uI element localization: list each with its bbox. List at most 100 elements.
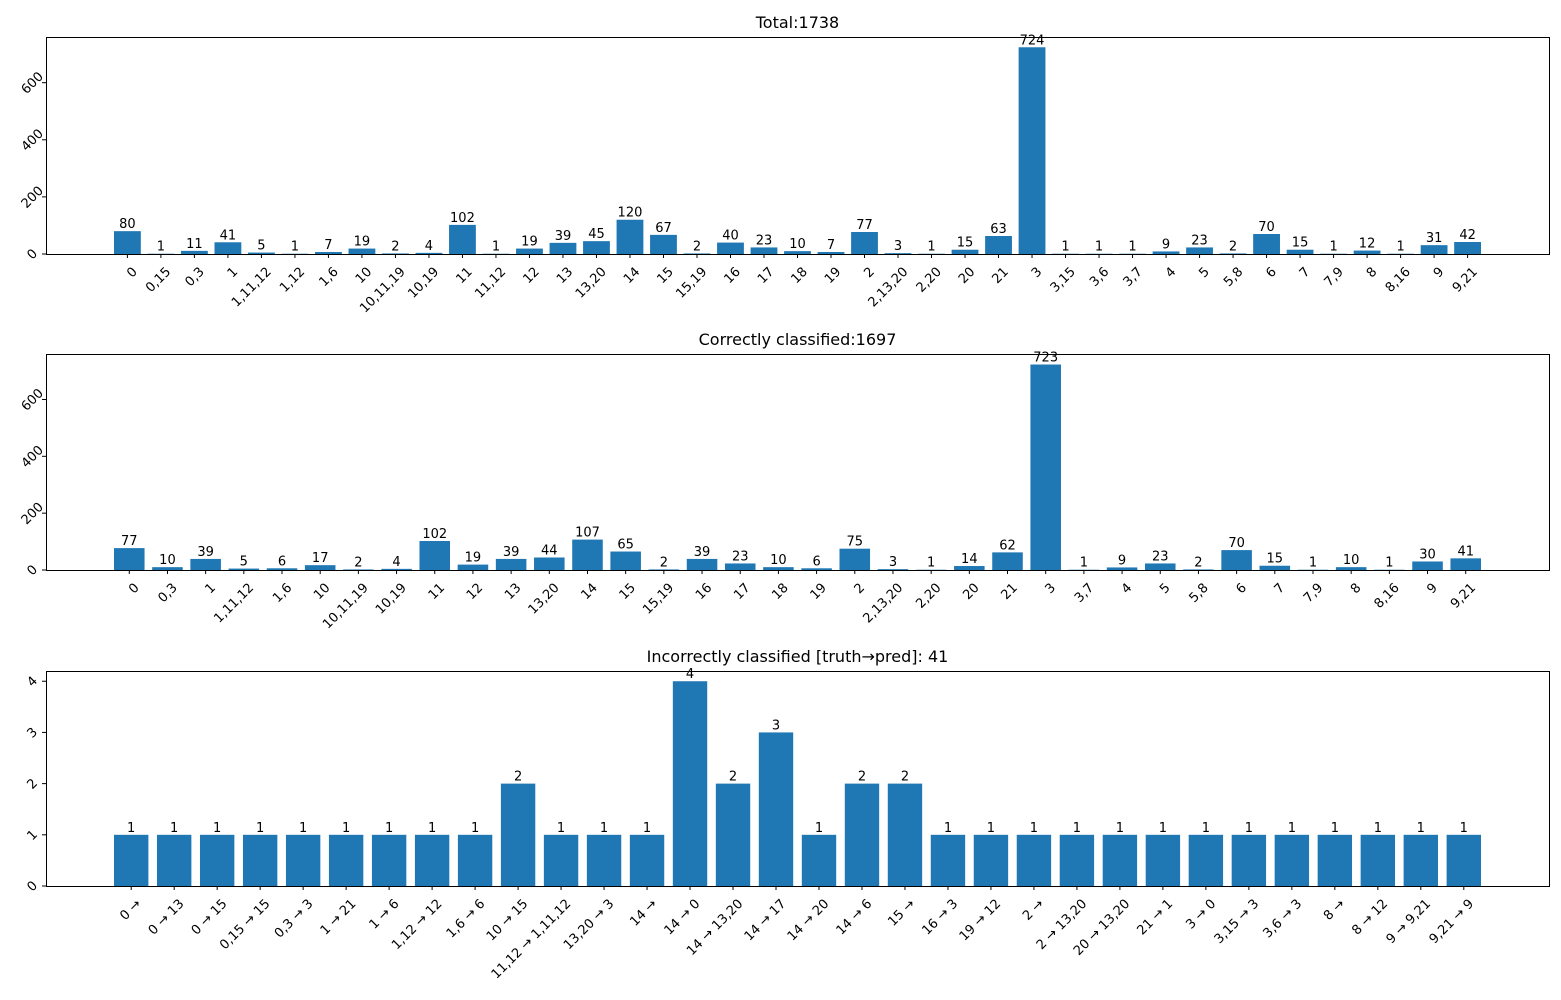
- bar: [495, 558, 527, 570]
- data-label: 6: [812, 554, 820, 569]
- data-label: 1: [643, 821, 651, 836]
- bar: [248, 252, 275, 254]
- x-tick-label: 1,11,12: [211, 581, 257, 627]
- bar: [839, 548, 871, 570]
- x-tick-label: 13,20: [573, 265, 610, 302]
- x-tick-label: 17: [731, 581, 753, 603]
- bar: [381, 568, 412, 570]
- chart-title: Correctly classified:1697: [699, 330, 897, 349]
- data-label: 1: [291, 240, 299, 255]
- bar: [650, 234, 677, 254]
- x-tick-label: 0 → 13: [146, 897, 188, 939]
- data-label: 1: [342, 821, 350, 836]
- bar: [1403, 834, 1439, 886]
- x-tick-label: 1 → 21: [318, 897, 360, 939]
- bar: [1016, 834, 1052, 886]
- x-tick-label: 21: [998, 581, 1020, 603]
- chart-title: Total:1738: [755, 13, 839, 32]
- x-tick-label: 18: [769, 581, 791, 603]
- bar: [1152, 251, 1180, 254]
- data-label: 12: [1359, 237, 1376, 252]
- data-label: 75: [847, 535, 864, 550]
- bar: [1317, 834, 1353, 886]
- data-label: 1: [213, 821, 221, 836]
- data-label: 1: [927, 556, 935, 571]
- bar: [583, 241, 610, 254]
- data-label: 23: [756, 233, 773, 248]
- data-label: 42: [1459, 228, 1476, 243]
- bar: [1360, 834, 1396, 886]
- y-tick-label: 4: [25, 674, 41, 690]
- x-tick-label: 16: [721, 265, 743, 287]
- x-tick-label: 14 → 17: [742, 897, 790, 945]
- y-tick-label: 2: [25, 776, 41, 792]
- x-tick-label: 9: [1424, 581, 1440, 597]
- bar: [648, 569, 680, 570]
- bar: [784, 251, 811, 254]
- x-tick-label: 19: [808, 581, 830, 603]
- x-tick-label: 2: [852, 581, 868, 597]
- bar: [1188, 834, 1224, 886]
- x-tick-label: 2 →: [1020, 897, 1047, 924]
- data-label: 67: [655, 221, 672, 236]
- data-label: 1: [1288, 821, 1296, 836]
- bar: [629, 834, 665, 886]
- data-label: 39: [503, 545, 520, 560]
- x-tick-label: 2,13,20: [861, 581, 907, 627]
- data-label: 1: [1073, 821, 1081, 836]
- data-label: 30: [1419, 547, 1436, 562]
- chart-incorrectly-classified: Incorrectly classified [truth→pred]: 41 …: [25, 647, 1550, 982]
- bar: [724, 563, 756, 570]
- bar: [1274, 834, 1310, 886]
- bar: [457, 564, 489, 570]
- x-tick-label: 20: [956, 265, 978, 287]
- data-label: 2: [354, 555, 362, 570]
- data-label: 7: [324, 238, 332, 253]
- x-tick-label: 3,15 → 3: [1212, 897, 1262, 947]
- data-label: 2: [514, 770, 522, 785]
- bar: [348, 248, 376, 254]
- data-label: 10: [789, 237, 806, 252]
- x-tick-label: 8: [1364, 265, 1380, 281]
- x-tick-label: 15: [617, 581, 639, 603]
- bar: [1420, 245, 1448, 254]
- x-tick-label: 1,6: [316, 265, 341, 290]
- x-tick-label: 9: [1431, 265, 1447, 281]
- x-tick-label: 10,19: [405, 265, 442, 302]
- bar: [985, 236, 1012, 254]
- x-tick-label: 5,8: [1186, 581, 1211, 606]
- data-label: 7: [827, 238, 835, 253]
- bar: [954, 566, 985, 570]
- plot-frame: [46, 671, 1550, 887]
- bar: [1059, 834, 1095, 886]
- x-tick-label: 9,21: [1448, 581, 1479, 612]
- x-tick-label: 15,19: [640, 581, 677, 618]
- data-label: 1: [600, 821, 608, 836]
- data-label: 62: [999, 538, 1016, 553]
- data-label: 1: [1202, 821, 1210, 836]
- data-label: 1: [1385, 556, 1393, 571]
- bar: [181, 250, 208, 254]
- bar: [114, 834, 149, 886]
- y-tick-label: 600: [19, 69, 47, 97]
- x-tick-label: 14 →: [627, 897, 660, 930]
- y-tick-label: 0: [25, 563, 41, 579]
- y-tick-label: 0: [25, 247, 41, 263]
- data-label: 1: [1116, 821, 1124, 836]
- data-label: 23: [1191, 233, 1208, 248]
- x-tick-label: 18: [788, 265, 810, 287]
- y-tick-label: 600: [19, 386, 47, 414]
- data-label: 724: [1020, 33, 1045, 48]
- x-tick-label: 14 → 0: [662, 897, 704, 939]
- data-label: 1: [170, 821, 178, 836]
- plot-frame: [46, 354, 1550, 571]
- data-label: 1: [127, 821, 135, 836]
- bar: [1253, 234, 1280, 254]
- x-tick-label: 0,3: [182, 265, 207, 290]
- x-tick-label: 6: [1263, 265, 1279, 281]
- data-label: 65: [617, 538, 634, 553]
- data-label: 107: [575, 526, 600, 541]
- x-tick-label: 8: [1348, 581, 1364, 597]
- data-label: 40: [722, 229, 739, 244]
- x-tick-label: 19 → 12: [957, 897, 1005, 945]
